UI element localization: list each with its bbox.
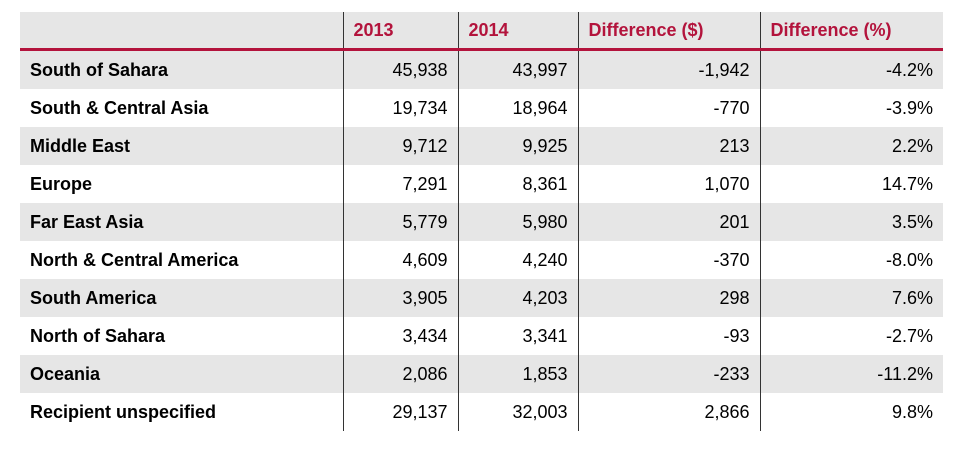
cell-2013: 5,779 xyxy=(342,203,458,241)
cell-difference-percent: -11.2% xyxy=(759,355,943,393)
cell-2013: 2,086 xyxy=(342,355,458,393)
table-row: North & Central America 4,609 4,240 -370… xyxy=(20,241,943,279)
cell-2013: 19,734 xyxy=(342,89,458,127)
table-row: South of Sahara 45,938 43,997 -1,942 -4.… xyxy=(20,49,943,89)
cell-region: Oceania xyxy=(20,355,343,393)
cell-region: Far East Asia xyxy=(20,203,343,241)
cell-2014: 32,003 xyxy=(457,393,578,431)
cell-2014: 43,997 xyxy=(457,49,578,89)
header-region xyxy=(20,12,343,51)
header-difference-dollars: Difference ($) xyxy=(577,12,760,51)
cell-region: North & Central America xyxy=(20,241,343,279)
cell-difference-dollars: -770 xyxy=(577,89,760,127)
cell-difference-percent: 14.7% xyxy=(759,165,943,203)
table-header: 2013 2014 Difference ($) Difference (%) xyxy=(20,12,943,51)
table-row: Recipient unspecified 29,137 32,003 2,86… xyxy=(20,393,943,431)
cell-2014: 8,361 xyxy=(457,165,578,203)
cell-difference-dollars: -233 xyxy=(577,355,760,393)
data-table: 2013 2014 Difference ($) Difference (%) … xyxy=(20,12,943,431)
header-difference-percent: Difference (%) xyxy=(759,12,943,51)
cell-2013: 29,137 xyxy=(342,393,458,431)
cell-region: South of Sahara xyxy=(20,49,343,89)
table-row: Oceania 2,086 1,853 -233 -11.2% xyxy=(20,355,943,393)
cell-difference-percent: 7.6% xyxy=(759,279,943,317)
table-row: Far East Asia 5,779 5,980 201 3.5% xyxy=(20,203,943,241)
cell-region: North of Sahara xyxy=(20,317,343,355)
cell-difference-dollars: -93 xyxy=(577,317,760,355)
cell-2013: 3,905 xyxy=(342,279,458,317)
data-table-container: 2013 2014 Difference ($) Difference (%) … xyxy=(20,12,943,431)
table-body: South of Sahara 45,938 43,997 -1,942 -4.… xyxy=(20,49,943,431)
header-2014: 2014 xyxy=(457,12,578,51)
cell-region: South & Central Asia xyxy=(20,89,343,127)
table-row: South America 3,905 4,203 298 7.6% xyxy=(20,279,943,317)
cell-difference-percent: 2.2% xyxy=(759,127,943,165)
cell-region: South America xyxy=(20,279,343,317)
table-row: Middle East 9,712 9,925 213 2.2% xyxy=(20,127,943,165)
cell-region: Recipient unspecified xyxy=(20,393,343,431)
cell-difference-percent: -4.2% xyxy=(759,49,943,89)
cell-2013: 45,938 xyxy=(342,49,458,89)
header-row: 2013 2014 Difference ($) Difference (%) xyxy=(20,12,943,51)
cell-2014: 3,341 xyxy=(457,317,578,355)
cell-difference-dollars: 2,866 xyxy=(577,393,760,431)
cell-difference-dollars: -1,942 xyxy=(577,49,760,89)
cell-difference-dollars: 201 xyxy=(577,203,760,241)
cell-2013: 3,434 xyxy=(342,317,458,355)
cell-difference-dollars: 1,070 xyxy=(577,165,760,203)
header-2013: 2013 xyxy=(342,12,458,51)
cell-2014: 4,240 xyxy=(457,241,578,279)
table-row: North of Sahara 3,434 3,341 -93 -2.7% xyxy=(20,317,943,355)
cell-difference-percent: -8.0% xyxy=(759,241,943,279)
cell-2014: 4,203 xyxy=(457,279,578,317)
cell-2013: 9,712 xyxy=(342,127,458,165)
cell-difference-dollars: 298 xyxy=(577,279,760,317)
cell-difference-percent: -3.9% xyxy=(759,89,943,127)
cell-2014: 5,980 xyxy=(457,203,578,241)
cell-2014: 9,925 xyxy=(457,127,578,165)
table-row: South & Central Asia 19,734 18,964 -770 … xyxy=(20,89,943,127)
cell-difference-percent: 3.5% xyxy=(759,203,943,241)
cell-difference-percent: -2.7% xyxy=(759,317,943,355)
cell-2013: 4,609 xyxy=(342,241,458,279)
cell-difference-percent: 9.8% xyxy=(759,393,943,431)
cell-2014: 18,964 xyxy=(457,89,578,127)
cell-2014: 1,853 xyxy=(457,355,578,393)
cell-region: Europe xyxy=(20,165,343,203)
table-row: Europe 7,291 8,361 1,070 14.7% xyxy=(20,165,943,203)
cell-region: Middle East xyxy=(20,127,343,165)
cell-difference-dollars: 213 xyxy=(577,127,760,165)
cell-difference-dollars: -370 xyxy=(577,241,760,279)
cell-2013: 7,291 xyxy=(342,165,458,203)
